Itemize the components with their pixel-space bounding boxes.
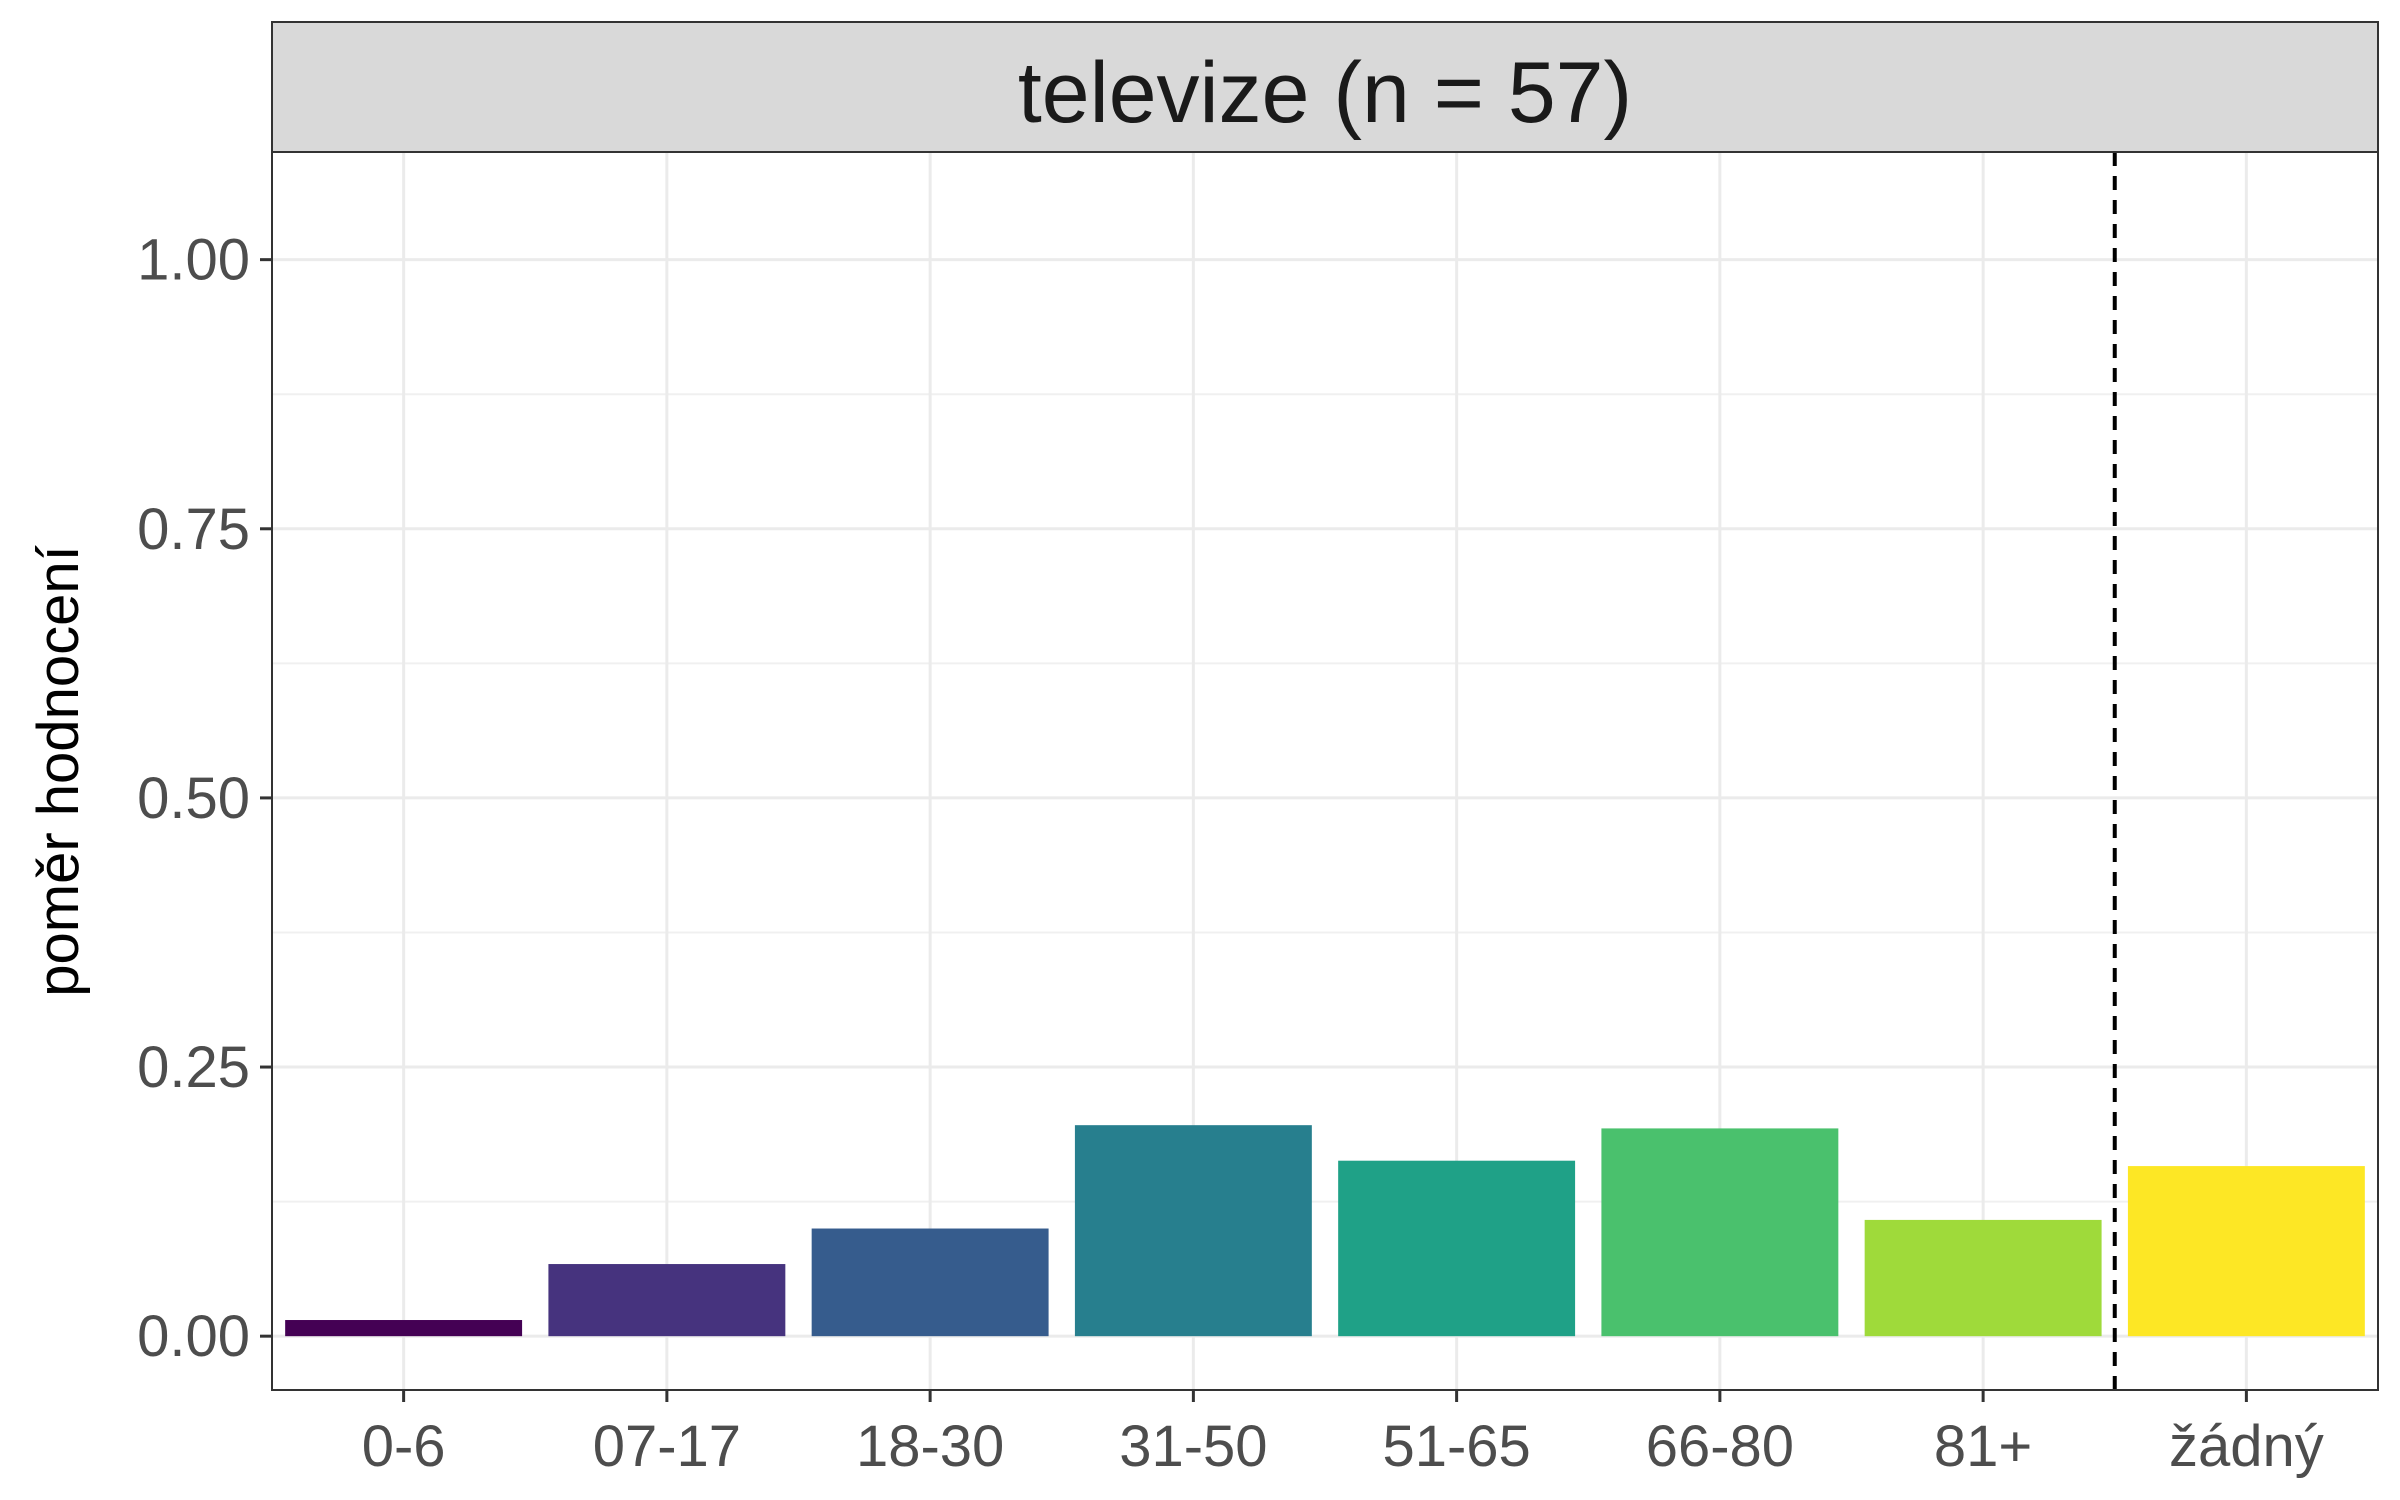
y-axis-title: poměr hodnocení (26, 545, 91, 996)
bar-žádný (2127, 1166, 2365, 1337)
y-tick-label: 0.00 (137, 1304, 250, 1369)
plot-background (272, 152, 2378, 1390)
x-tick-label: 07-17 (593, 1414, 741, 1479)
x-tick-label: 31-50 (1119, 1414, 1267, 1479)
y-axis: 0.00 0.25 0.50 0.75 1.00 (137, 228, 272, 1369)
bar-81+ (1864, 1219, 2102, 1337)
strip-background (271, 21, 2379, 153)
y-tick-label: 0.25 (137, 1035, 250, 1100)
panel-title: televize (n = 57) (1018, 45, 1632, 141)
bar-31-50 (1074, 1125, 1312, 1337)
y-tick-label: 0.50 (137, 766, 250, 831)
x-tick-label: 81+ (1934, 1414, 2032, 1479)
bars (285, 1125, 2365, 1337)
y-tick-label: 1.00 (137, 228, 250, 293)
x-tick-label: žádný (2169, 1414, 2324, 1479)
x-tick-label: 18-30 (856, 1414, 1004, 1479)
y-tick-label: 0.75 (137, 497, 250, 562)
x-tick-label: 66-80 (1646, 1414, 1794, 1479)
x-axis: 0-6 07-17 18-30 31-50 51-65 66-80 81+ žádný (362, 1390, 2324, 1479)
bar-07-17 (548, 1264, 786, 1337)
x-tick-label: 0-6 (362, 1414, 446, 1479)
x-tick-label: 51-65 (1382, 1414, 1530, 1479)
bar-18-30 (811, 1228, 1049, 1337)
bar-66-80 (1601, 1128, 1839, 1337)
grid-minor (272, 393, 2378, 1203)
bar-51-65 (1338, 1160, 1576, 1337)
bar-0-6 (285, 1320, 523, 1337)
